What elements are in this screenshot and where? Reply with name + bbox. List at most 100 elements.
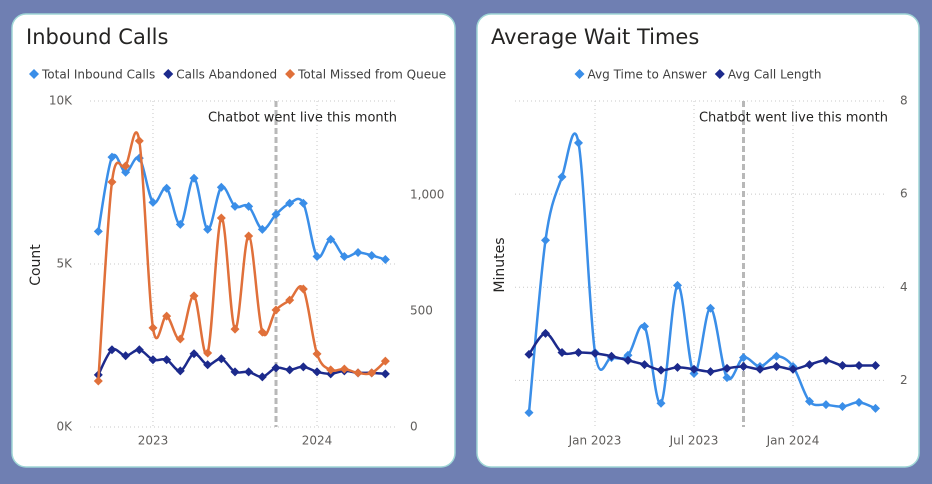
point <box>271 305 281 315</box>
point <box>367 368 377 378</box>
series <box>93 131 390 386</box>
point <box>557 347 567 357</box>
y2-tick-label: 1,000 <box>410 187 444 201</box>
point <box>189 291 199 301</box>
point <box>838 402 847 412</box>
point <box>854 397 864 407</box>
point <box>640 321 649 331</box>
point <box>656 398 666 408</box>
point <box>821 355 831 365</box>
point <box>673 362 682 372</box>
point <box>216 182 226 192</box>
point <box>339 251 349 261</box>
point <box>134 345 144 355</box>
point <box>772 351 781 361</box>
point <box>216 213 226 223</box>
point <box>673 280 682 290</box>
x-tick-label: 2023 <box>138 434 169 448</box>
legend-label: Total Inbound Calls <box>41 68 155 82</box>
point <box>107 152 117 162</box>
point <box>854 361 864 371</box>
point <box>203 224 213 234</box>
point <box>175 366 185 376</box>
point <box>162 355 172 365</box>
point <box>148 323 158 333</box>
point <box>134 136 144 146</box>
point <box>838 361 847 371</box>
point <box>271 209 281 219</box>
point <box>148 355 158 365</box>
point <box>121 167 131 177</box>
point <box>189 173 199 183</box>
legend-label: Total Missed from Queue <box>297 68 446 82</box>
legend-marker <box>714 69 725 79</box>
point <box>230 201 240 211</box>
point <box>380 356 390 366</box>
point <box>162 183 172 193</box>
point <box>285 198 295 208</box>
point <box>339 364 349 374</box>
legend-marker <box>29 69 39 79</box>
point <box>244 367 254 377</box>
chart-title: Inbound Calls <box>26 25 168 49</box>
point <box>230 367 240 377</box>
point <box>640 360 649 370</box>
point <box>175 219 185 229</box>
x-tick-label: Jan 2023 <box>568 434 622 448</box>
point <box>380 255 390 265</box>
point <box>93 376 103 386</box>
legend-label: Avg Call Length <box>728 68 822 82</box>
line <box>97 153 386 261</box>
point <box>607 351 616 361</box>
point <box>689 364 699 374</box>
point <box>380 369 390 379</box>
point <box>805 396 814 406</box>
point <box>590 348 600 358</box>
y-tick-label: 5K <box>56 257 73 271</box>
point <box>244 231 254 241</box>
y-tick-label: 6 <box>900 187 908 201</box>
point <box>524 349 534 359</box>
point <box>326 365 336 375</box>
y2-tick-label: 0 <box>410 420 418 434</box>
point <box>739 361 748 371</box>
point <box>353 368 363 378</box>
legend-label: Avg Time to Answer <box>588 68 707 82</box>
point <box>216 354 226 364</box>
annotation-text: Chatbot went live this month <box>699 111 888 126</box>
point <box>93 226 103 236</box>
series <box>93 345 390 382</box>
point <box>805 360 814 370</box>
point <box>871 361 880 371</box>
point <box>755 364 765 374</box>
point <box>312 349 322 359</box>
point <box>574 138 583 148</box>
annotation-text: Chatbot went live this month <box>208 111 397 126</box>
point <box>367 250 377 260</box>
line <box>527 332 876 373</box>
point <box>574 347 583 357</box>
point <box>623 350 633 360</box>
x-tick-label: Jul 2023 <box>669 434 719 448</box>
y-tick-label: 8 <box>900 94 908 108</box>
y2-tick-label: 500 <box>410 303 433 317</box>
point <box>821 400 831 410</box>
point <box>271 363 281 373</box>
point <box>623 355 633 365</box>
point <box>298 198 308 208</box>
legend: Avg Time to Answer Avg Call Length <box>574 68 822 82</box>
point <box>706 367 715 377</box>
point <box>871 403 880 413</box>
point <box>656 365 666 375</box>
point <box>189 349 199 359</box>
point <box>298 284 308 294</box>
point <box>257 372 267 382</box>
y-axis-title: Minutes <box>492 237 508 292</box>
legend-marker <box>285 69 296 79</box>
point <box>722 363 732 373</box>
series <box>524 328 880 377</box>
point <box>203 360 213 370</box>
point <box>541 235 550 245</box>
y-tick-label: 0K <box>56 420 73 434</box>
point <box>524 408 534 418</box>
